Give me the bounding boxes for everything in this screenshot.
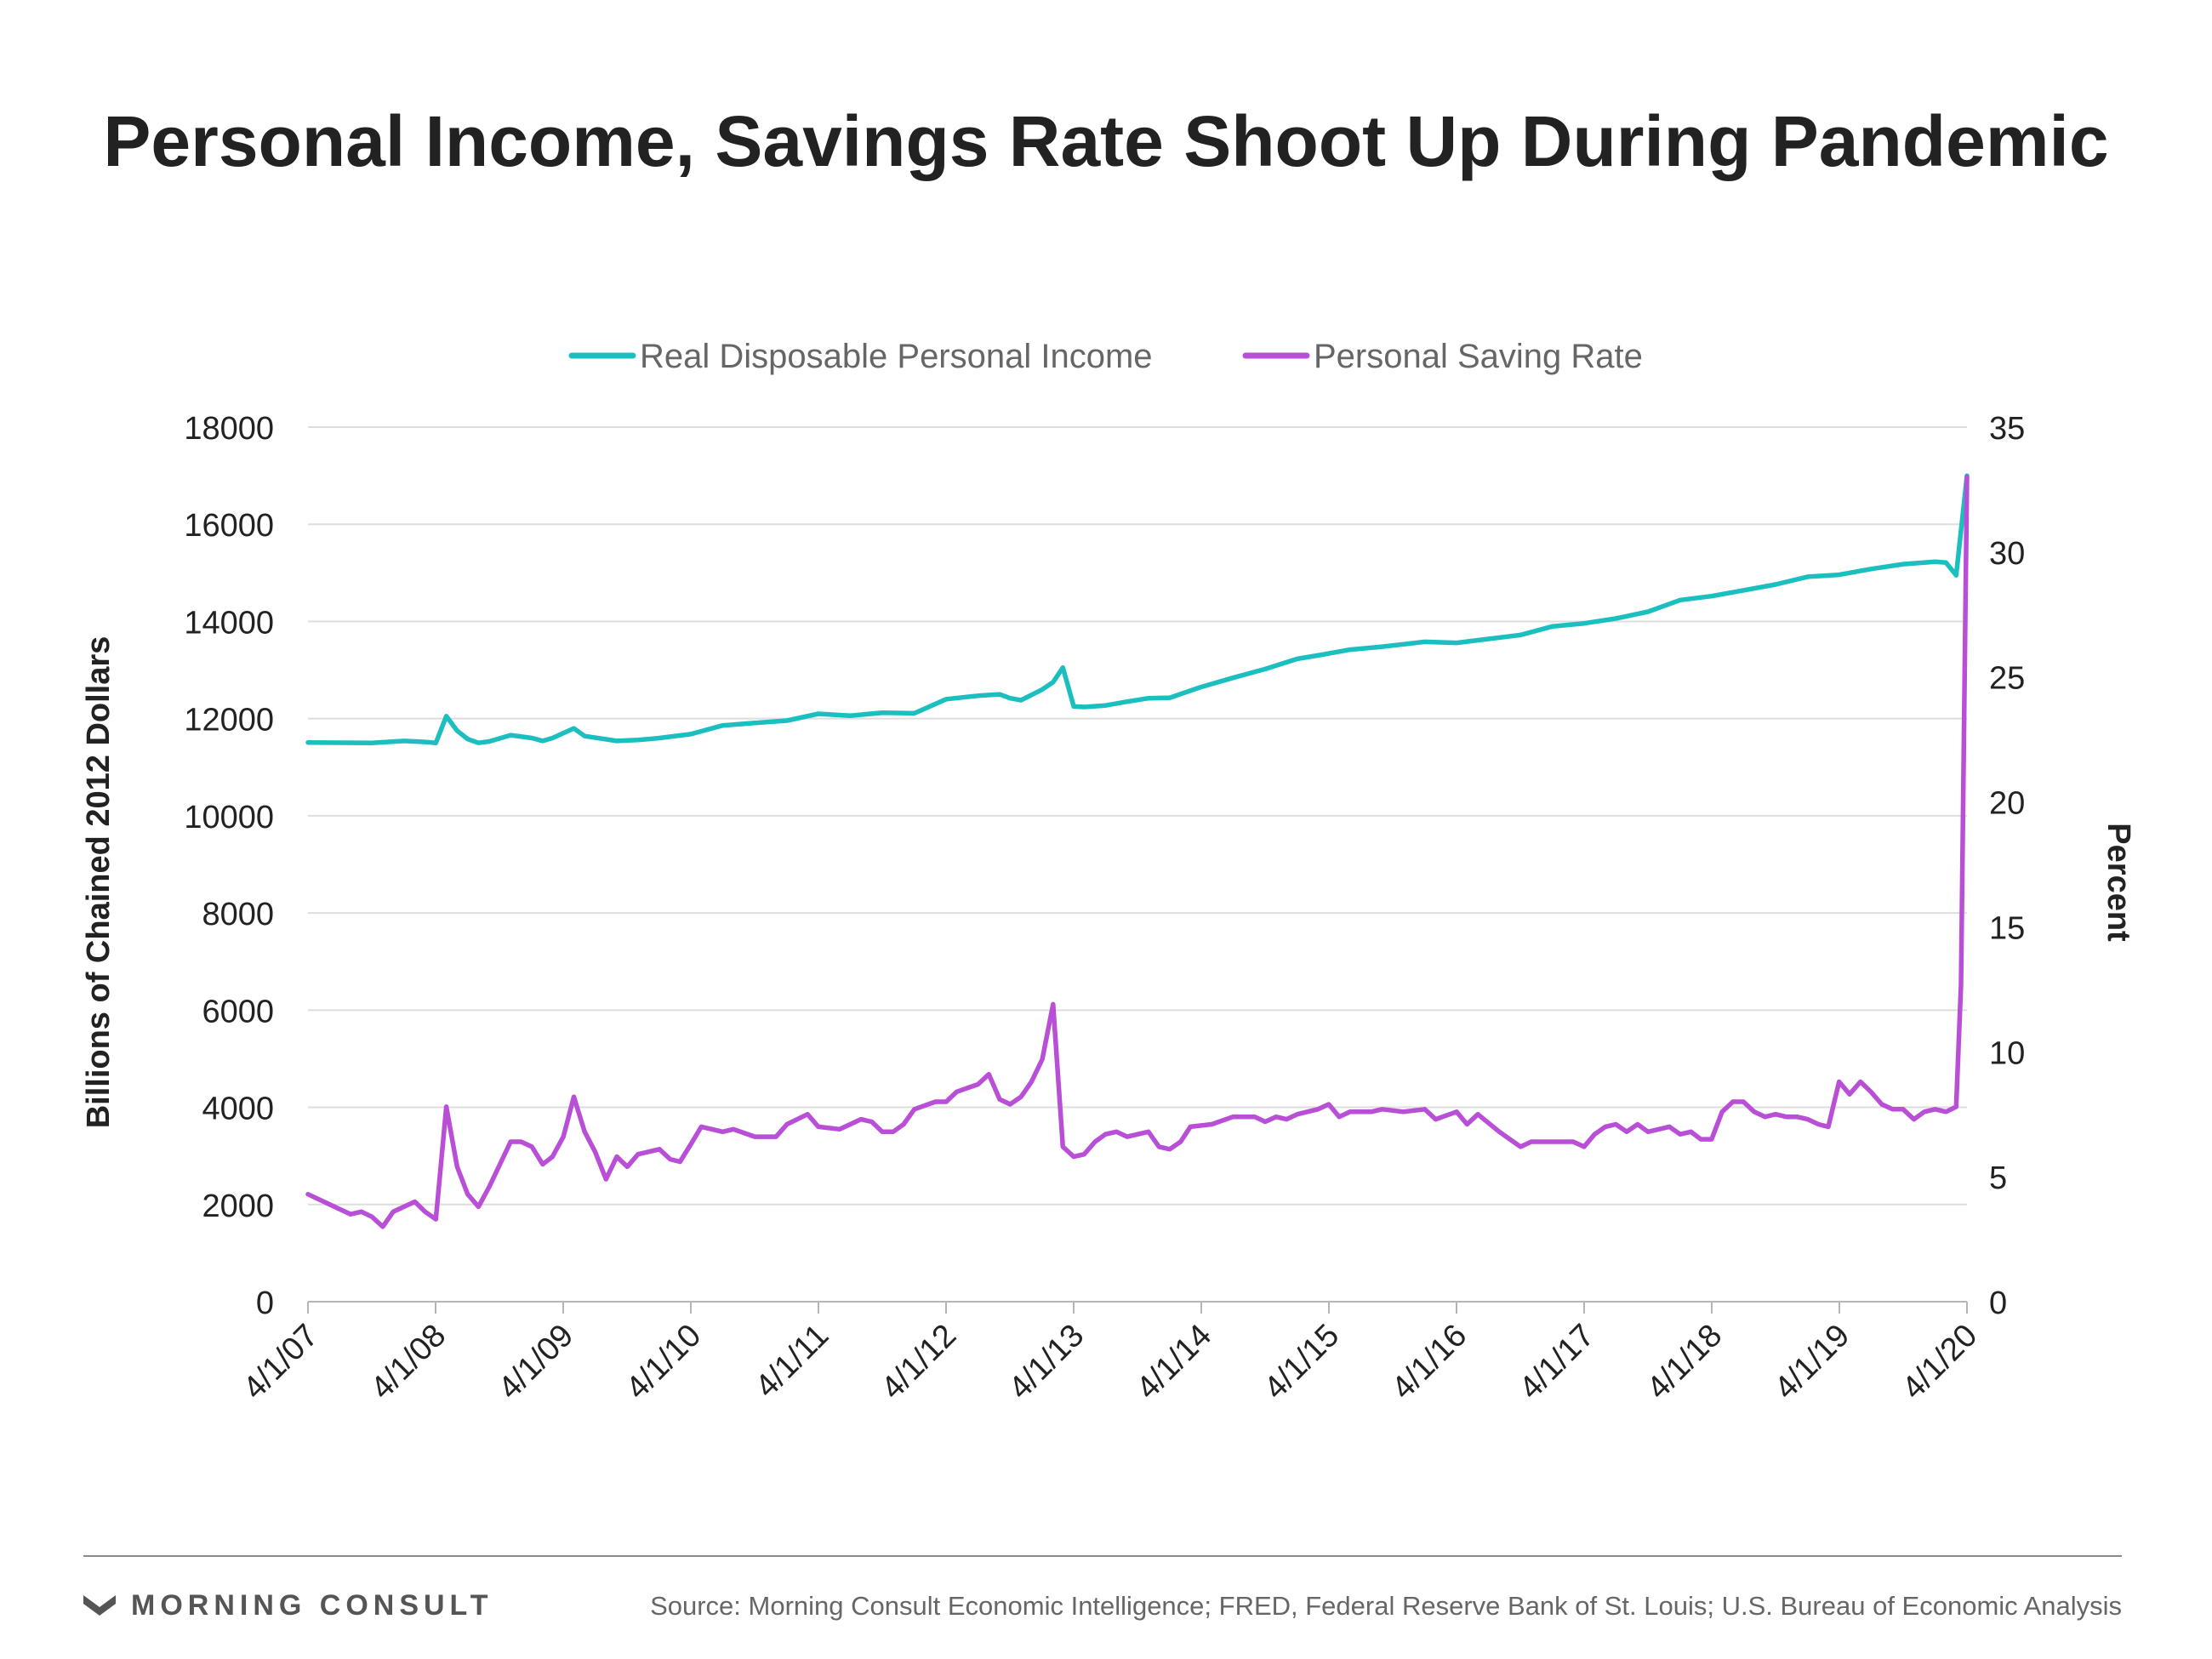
y-tick-label: 14000 <box>184 605 274 641</box>
x-tick-label: 4/1/07 <box>237 1318 325 1406</box>
y-axis-label: Billions of Chained 2012 Dollars <box>81 636 117 1129</box>
chart-title: Personal Income, Savings Rate Shoot Up D… <box>103 101 2109 181</box>
y-tick-label: 10000 <box>184 800 274 835</box>
series-line-personal-saving-rate <box>305 474 1970 1229</box>
x-tick-label: 4/1/20 <box>1896 1318 1984 1406</box>
y2-tick-label: 5 <box>1989 1160 2007 1196</box>
y2-tick-label: 0 <box>1989 1286 2007 1321</box>
x-tick-label: 4/1/16 <box>1385 1318 1474 1406</box>
brand-name: MORNING CONSULT <box>131 1589 493 1622</box>
y-tick-label: 0 <box>256 1286 274 1321</box>
legend-label: Real Disposable Personal Income <box>640 338 1153 375</box>
x-axis: 4/1/07 4/1/08 4/1/09 4/1/10 4/1/11 4/1/12 4/1/… <box>237 1302 1984 1406</box>
y2-tick-label: 20 <box>1989 786 2025 822</box>
x-tick-label: 4/1/19 <box>1768 1318 1856 1406</box>
x-tick-label: 4/1/17 <box>1513 1318 1601 1406</box>
y-tick-label: 16000 <box>184 508 274 544</box>
x-tick-label: 4/1/12 <box>875 1318 963 1406</box>
chart-area: Real Disposable Personal Income Personal … <box>81 338 2136 1406</box>
y2-tick-label: 30 <box>1989 536 2025 572</box>
morning-consult-logo-icon <box>83 1594 116 1616</box>
source-note: Source: Morning Consult Economic Intelli… <box>650 1591 2122 1621</box>
y2-tick-label: 10 <box>1989 1035 2025 1071</box>
y-tick-label: 8000 <box>202 897 274 932</box>
x-tick-label: 4/1/13 <box>1002 1318 1091 1406</box>
y2-tick-label: 25 <box>1989 661 2025 697</box>
y-tick-label: 2000 <box>202 1189 274 1224</box>
y-axis-left: 0 2000 4000 6000 8000 10000 12000 14000 16000 180… <box>184 411 274 1321</box>
y2-axis-label: Percent <box>2101 823 2136 942</box>
y-tick-label: 18000 <box>184 411 274 447</box>
brand-logo: MORNING CONSULT <box>83 1589 493 1622</box>
y-tick-label: 12000 <box>184 703 274 738</box>
y2-tick-label: 35 <box>1989 411 2025 447</box>
x-tick-label: 4/1/15 <box>1257 1318 1346 1406</box>
legend-label: Personal Saving Rate <box>1314 338 1643 375</box>
x-tick-label: 4/1/09 <box>492 1318 580 1406</box>
y-tick-label: 6000 <box>202 994 274 1029</box>
footer-divider <box>83 1555 2122 1557</box>
gridlines <box>308 426 1967 1303</box>
x-tick-label: 4/1/11 <box>749 1318 835 1405</box>
series-line-real-disposable-personal-income <box>305 473 1970 745</box>
legend: Real Disposable Personal Income Personal … <box>568 338 1643 375</box>
y-axis-right: 0 5 10 15 20 25 30 35 <box>1989 411 2025 1321</box>
series-layer <box>305 473 1970 1229</box>
y2-tick-label: 15 <box>1989 910 2025 946</box>
x-tick-label: 4/1/08 <box>364 1318 453 1406</box>
x-tick-label: 4/1/18 <box>1640 1318 1729 1406</box>
y-tick-label: 4000 <box>202 1092 274 1127</box>
x-tick-label: 4/1/10 <box>619 1318 708 1406</box>
x-tick-label: 4/1/14 <box>1130 1318 1218 1406</box>
